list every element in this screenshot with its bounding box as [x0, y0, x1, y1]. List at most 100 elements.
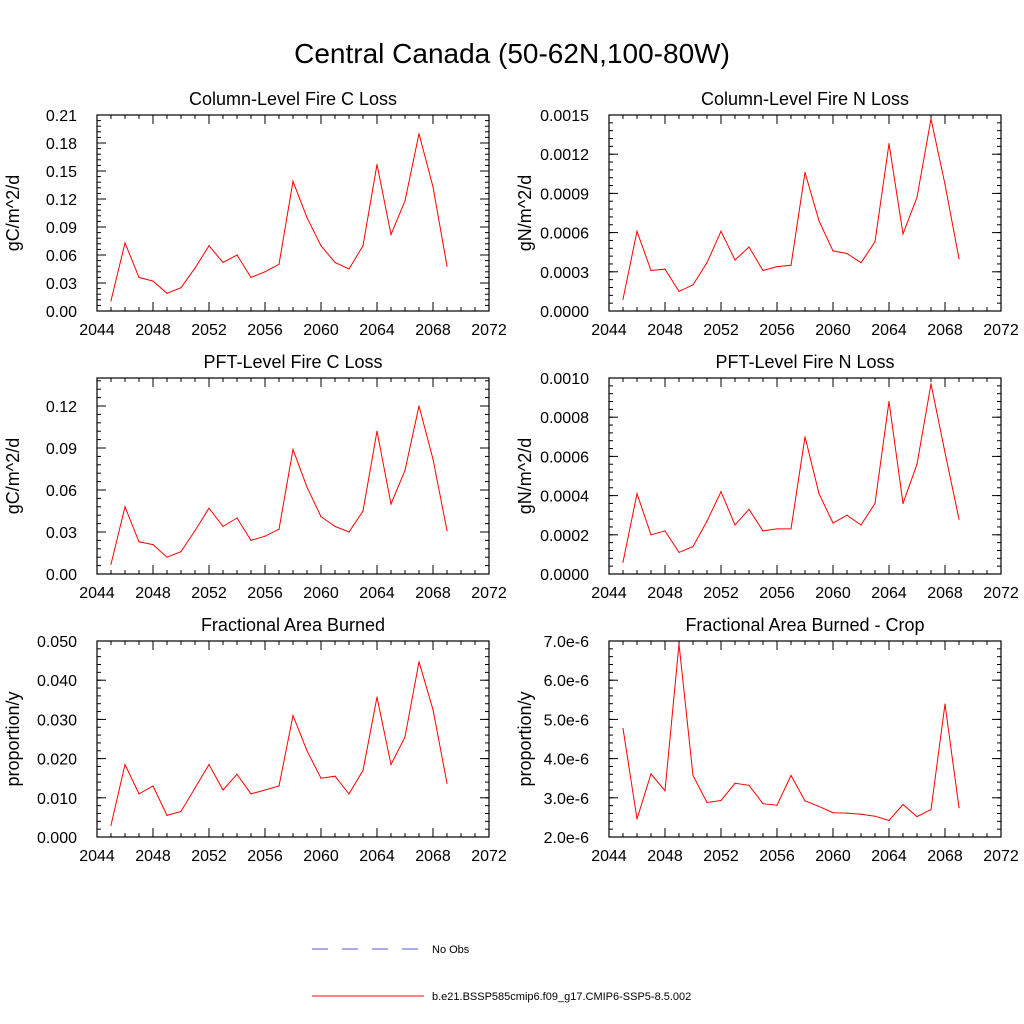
- data-point: [818, 220, 820, 222]
- plot-frame: [96, 377, 490, 575]
- x-tick-label: 2068: [927, 322, 963, 339]
- data-point: [818, 493, 820, 495]
- data-point: [958, 258, 960, 260]
- data-point: [664, 790, 666, 792]
- data-point: [404, 736, 406, 738]
- x-tick-label: 2048: [647, 585, 683, 602]
- data-point: [720, 230, 722, 232]
- data-point: [166, 556, 168, 558]
- y-tick-label: 0.06: [46, 248, 77, 265]
- y-axis-label: proportion/y: [515, 691, 535, 786]
- data-point: [236, 254, 238, 256]
- data-point: [390, 503, 392, 505]
- data-point: [748, 246, 750, 248]
- x-tick-label: 2052: [703, 848, 739, 865]
- data-point: [790, 528, 792, 530]
- data-point: [208, 763, 210, 766]
- x-tick-label: 2064: [359, 848, 395, 865]
- y-tick-label: 0.050: [37, 634, 77, 651]
- data-point: [860, 813, 862, 815]
- data-point: [166, 814, 168, 817]
- x-tick-label: 2044: [591, 322, 627, 339]
- y-tick-label: 2.0e-6: [544, 830, 589, 847]
- x-tick-label: 2064: [359, 322, 395, 339]
- data-point: [664, 268, 666, 270]
- data-point: [194, 530, 196, 532]
- plot-frame: [608, 640, 1002, 838]
- data-point: [292, 448, 294, 450]
- data-point: [832, 250, 834, 252]
- y-tick-label: 0.03: [46, 525, 77, 542]
- data-point: [418, 661, 420, 663]
- data-point: [846, 812, 848, 814]
- y-tick-label: 0.09: [46, 220, 77, 237]
- data-point: [622, 561, 624, 563]
- x-tick-label: 2056: [247, 585, 283, 602]
- y-tick-label: 0.0010: [540, 371, 589, 388]
- x-tick-label: 2072: [983, 848, 1019, 865]
- data-point: [152, 544, 154, 546]
- y-tick-label: 0.030: [37, 712, 77, 729]
- data-point: [278, 528, 280, 530]
- x-tick-label: 2072: [471, 322, 507, 339]
- x-tick-label: 2048: [135, 322, 171, 339]
- y-tick-label: 0.0006: [540, 449, 589, 466]
- x-tick-label: 2068: [415, 848, 451, 865]
- data-point: [636, 818, 638, 820]
- y-tick-label: 0.12: [46, 192, 77, 209]
- data-point: [762, 269, 764, 272]
- x-tick-label: 2068: [927, 585, 963, 602]
- x-tick-label: 2068: [415, 322, 451, 339]
- y-tick-label: 0.0000: [540, 304, 589, 321]
- data-point: [734, 524, 736, 526]
- x-tick-label: 2056: [247, 322, 283, 339]
- data-point: [138, 276, 140, 278]
- y-tick-label: 7.0e-6: [544, 634, 589, 651]
- data-point: [264, 271, 266, 273]
- data-point: [124, 763, 126, 766]
- legend: No Obs b.e21.BSSP585cmip6.f09_g17.CMIP6-…: [312, 944, 691, 1003]
- data-point: [446, 782, 448, 784]
- y-tick-label: 0.03: [46, 276, 77, 293]
- data-point: [222, 789, 224, 791]
- data-point: [348, 793, 350, 795]
- data-point: [432, 709, 434, 711]
- data-point: [874, 815, 876, 817]
- data-point: [222, 525, 224, 528]
- data-point: [944, 451, 946, 454]
- data-point: [110, 824, 112, 826]
- plot-frame: [608, 114, 1002, 312]
- data-point: [720, 799, 722, 802]
- x-tick-label: 2072: [983, 585, 1019, 602]
- data-point: [236, 517, 238, 519]
- x-tick-label: 2056: [247, 848, 283, 865]
- data-point: [418, 405, 420, 407]
- data-point: [888, 143, 890, 145]
- data-point: [166, 292, 168, 294]
- data-point: [874, 241, 876, 243]
- x-tick-label: 2044: [79, 322, 115, 339]
- data-point: [194, 787, 196, 789]
- data-point: [418, 133, 420, 135]
- x-tick-label: 2064: [871, 585, 907, 602]
- data-point: [734, 259, 736, 261]
- y-tick-label: 0.0000: [540, 567, 589, 584]
- panel-title: Fractional Area Burned - Crop: [685, 615, 924, 635]
- x-tick-label: 2060: [815, 322, 851, 339]
- x-tick-label: 2044: [79, 585, 115, 602]
- x-tick-label: 2060: [303, 322, 339, 339]
- data-point: [860, 262, 862, 264]
- data-point: [748, 784, 750, 786]
- data-point: [650, 534, 652, 536]
- x-tick-label: 2064: [871, 322, 907, 339]
- data-point: [930, 808, 932, 811]
- data-point: [790, 774, 792, 777]
- data-point: [818, 805, 820, 808]
- chart-panel: PFT-Level Fire C Loss gC/m^2/d 2044 2048 205…: [3, 352, 507, 602]
- data-point: [902, 502, 904, 505]
- data-point: [888, 400, 890, 403]
- x-tick-label: 2048: [647, 322, 683, 339]
- data-point: [860, 524, 862, 526]
- data-point: [902, 233, 904, 235]
